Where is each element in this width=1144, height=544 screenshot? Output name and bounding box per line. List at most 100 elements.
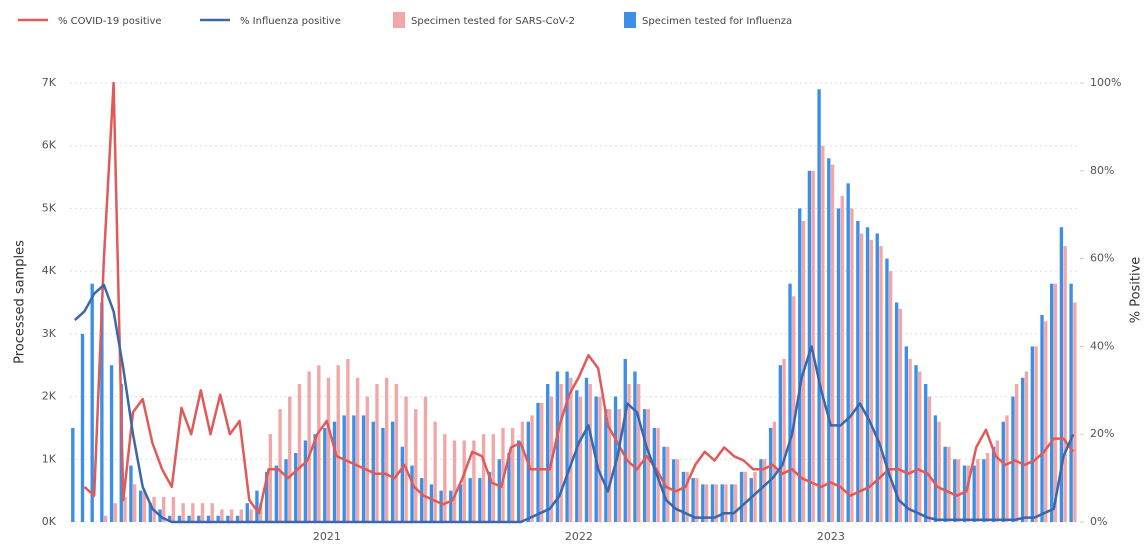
bar: [487, 471, 492, 522]
y2-tick-label: 100%: [1090, 76, 1121, 89]
bar: [404, 396, 408, 522]
bar: [129, 465, 133, 522]
bar: [607, 409, 612, 522]
y-tick-label: 4K: [42, 264, 57, 277]
bar: [410, 465, 414, 522]
bar: [710, 484, 715, 522]
bar: [491, 434, 495, 522]
bar: [546, 384, 550, 522]
y2-tick-label: 60%: [1090, 252, 1114, 265]
y-tick-label: 7K: [42, 76, 57, 89]
bar: [264, 471, 269, 522]
bar: [297, 384, 302, 522]
bar: [763, 459, 767, 522]
bar: [249, 509, 253, 522]
bar: [1073, 302, 1077, 522]
x-tick-label: 2021: [313, 530, 341, 543]
bar: [846, 183, 850, 523]
bar: [749, 478, 753, 522]
bar: [229, 509, 234, 522]
bar: [933, 415, 938, 522]
bar: [288, 396, 292, 522]
bar: [478, 478, 482, 522]
bar: [181, 503, 185, 522]
bar: [210, 503, 214, 522]
bar: [520, 421, 525, 522]
y2-tick-label: 40%: [1090, 339, 1114, 352]
bar: [235, 515, 240, 522]
y2-axis-title: % Positive: [1129, 257, 1144, 324]
y-axis-title: Processed samples: [13, 240, 28, 364]
bar: [507, 453, 511, 522]
bar: [914, 365, 918, 522]
bar: [307, 371, 311, 522]
bar: [898, 308, 903, 522]
bar: [326, 377, 331, 522]
bar: [559, 384, 563, 522]
bar: [191, 503, 195, 522]
y2-tick-label: 20%: [1090, 427, 1114, 440]
bar: [598, 396, 602, 522]
bar: [908, 358, 912, 522]
y2-tick-label: 80%: [1090, 164, 1114, 177]
bar: [274, 465, 279, 522]
bar: [1030, 346, 1035, 522]
bar: [982, 459, 986, 522]
bar: [865, 227, 870, 522]
bar: [966, 465, 970, 522]
bar: [714, 484, 718, 522]
bar: [481, 434, 486, 522]
bar: [704, 484, 709, 522]
bar: [433, 421, 437, 522]
bar: [937, 421, 941, 522]
bar: [856, 220, 860, 522]
bar: [885, 258, 889, 522]
legend: % COVID-19 positive % Influenza positive S…: [18, 12, 792, 28]
legend-label: Specimen tested for SARS-CoV-2: [411, 16, 575, 27]
bar: [1053, 283, 1058, 522]
bar: [317, 365, 321, 522]
bar: [1005, 415, 1009, 522]
bar: [142, 490, 147, 522]
bar: [685, 471, 689, 522]
bar: [555, 371, 560, 522]
bar: [100, 302, 104, 522]
bar: [623, 358, 627, 522]
bar: [637, 384, 641, 522]
bar: [123, 496, 127, 522]
bar: [449, 490, 453, 522]
y-tick-label: 2K: [42, 390, 57, 403]
x-tick-label: 2023: [817, 530, 845, 543]
bar: [827, 158, 831, 522]
bar: [80, 333, 85, 522]
bar: [817, 89, 821, 523]
legend-label: Specimen tested for Influenza: [642, 16, 792, 27]
bar: [342, 415, 346, 522]
bar: [1063, 246, 1067, 523]
bar: [468, 478, 472, 522]
bar: [584, 377, 589, 522]
bar: [497, 459, 501, 522]
legend-label: % Influenza positive: [240, 16, 341, 27]
bar: [792, 296, 796, 522]
bar: [1001, 421, 1005, 522]
bar: [578, 396, 583, 522]
bar: [588, 384, 592, 522]
bar: [681, 471, 686, 522]
bar: [355, 377, 360, 522]
bar: [390, 421, 395, 522]
bar: [133, 484, 137, 522]
bar: [894, 302, 899, 522]
legend-swatch: [624, 12, 636, 28]
bar: [423, 396, 428, 522]
legend-swatch: [393, 12, 405, 28]
bar: [1024, 371, 1029, 522]
bar: [216, 515, 220, 522]
line: [73, 283, 1075, 524]
bar: [733, 484, 738, 522]
bar: [268, 434, 273, 522]
bar: [565, 371, 569, 522]
bar: [259, 503, 263, 522]
bar: [1069, 283, 1073, 522]
bar: [429, 484, 434, 522]
